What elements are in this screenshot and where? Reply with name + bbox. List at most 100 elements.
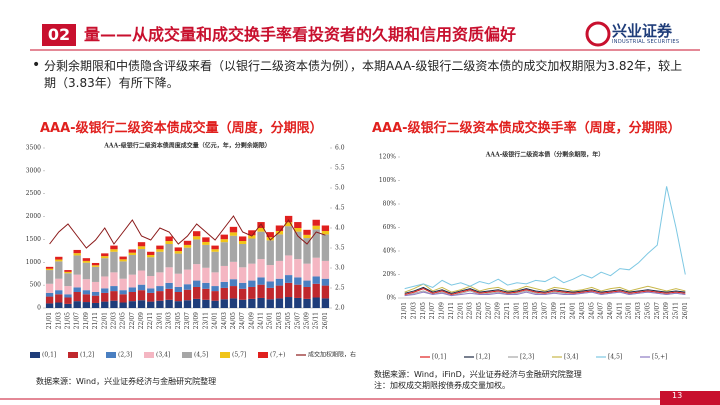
bar-segment	[137, 242, 146, 247]
bar-segment	[202, 237, 210, 242]
bar-segment	[119, 261, 127, 279]
bar-segment	[110, 245, 118, 250]
bar-segment	[183, 269, 192, 285]
bar-segment	[156, 245, 164, 250]
bar-segment	[312, 219, 320, 226]
bar-segment	[82, 279, 91, 291]
bar-segment	[284, 226, 293, 256]
bar-segment	[303, 238, 311, 264]
bar-segment	[248, 235, 256, 239]
legend-label: (0,1]	[42, 352, 56, 359]
bar-segment	[91, 266, 100, 282]
bar-segment	[64, 297, 72, 304]
bar-segment	[55, 256, 63, 260]
bar-segment	[257, 277, 265, 285]
x-tick-label: 25/07	[294, 312, 301, 329]
bar-segment	[82, 260, 91, 263]
x-tick-label: 21/09	[83, 312, 90, 329]
bar-segment	[193, 298, 201, 308]
bar-segment	[312, 229, 320, 258]
bar-segment	[321, 278, 330, 286]
bar-segment	[147, 257, 155, 276]
bar-segment	[275, 230, 284, 235]
bar-segment	[294, 277, 302, 285]
y-tick-label: 3000	[26, 167, 41, 174]
bar-segment	[101, 288, 109, 293]
bar-segment	[45, 283, 54, 293]
note: 注：加权成交期限按债券成交量加权。	[374, 381, 510, 390]
x-tick-label: 24/03	[221, 312, 228, 329]
bar-segment	[45, 270, 54, 284]
bar-segment	[284, 275, 293, 283]
y-tick-label: 500	[30, 282, 42, 289]
x-tick-label: 21/05	[64, 312, 71, 329]
legend-swatch	[258, 352, 268, 358]
bar-segment	[312, 297, 320, 308]
y2-tick-label: 4.0	[335, 225, 345, 232]
bar-segment	[238, 267, 247, 283]
chart-heading: AAA-级银行二级资本债成交换手率（周度，分期限）	[372, 121, 681, 136]
section-number: 02	[42, 24, 76, 46]
bar-segment	[128, 301, 137, 308]
bar-segment	[193, 231, 201, 237]
x-tick-label: 22/07	[485, 302, 492, 319]
bar-segment	[165, 236, 173, 242]
bar-segment	[275, 298, 284, 308]
x-tick-label: 21/11	[92, 312, 99, 329]
bar-segment	[73, 274, 81, 288]
y-tick-label: 2000	[26, 213, 41, 220]
bar-segment	[248, 238, 256, 264]
bar-segment	[220, 242, 228, 266]
bar-segment	[64, 270, 72, 272]
logo-icon	[585, 21, 611, 47]
bar-segment	[101, 258, 109, 277]
bar-segment	[147, 292, 155, 302]
legend-label: [0,1]	[432, 354, 446, 361]
chart-title: AAA-级银行二级资本债周度成交量（亿元，年，分剩余期限）	[103, 142, 270, 150]
x-tick-label: 21/05	[420, 302, 427, 319]
bar-segment	[64, 286, 72, 295]
bar-segment	[137, 270, 146, 285]
y2-tick-label: 2.0	[335, 305, 345, 312]
bar-segment	[73, 255, 81, 275]
bar-segment	[284, 215, 293, 223]
x-tick-label: 21/09	[439, 302, 446, 319]
bar-segment	[73, 292, 81, 302]
bar-segment	[220, 265, 228, 282]
bar-segment	[275, 260, 284, 279]
bar-segment	[284, 222, 293, 227]
bar-segment	[91, 265, 100, 267]
bar-segment	[128, 249, 137, 253]
bar-segment	[257, 259, 265, 278]
bar-segment	[156, 300, 164, 308]
bar-segment	[119, 259, 127, 262]
bar-segment	[229, 226, 238, 233]
y-tick-label: 2500	[26, 190, 41, 197]
bar-segment	[266, 232, 274, 238]
bar-segment	[284, 297, 293, 308]
legend-label: (3,4]	[156, 352, 170, 359]
bar-segment	[220, 234, 228, 240]
legend-label: (1,2]	[80, 352, 94, 359]
bar-segment	[45, 292, 54, 297]
legend-label: [4,5]	[608, 354, 622, 361]
y2-tick-label: 2.5	[335, 285, 345, 292]
bar-segment	[91, 302, 100, 308]
bar-segment	[312, 276, 320, 284]
bar-segment	[174, 301, 182, 308]
x-tick-label: 22/03	[467, 302, 474, 319]
bar-segment	[91, 281, 100, 292]
bar-segment	[257, 284, 265, 298]
bar-segment	[101, 301, 109, 308]
bar-segment	[229, 279, 238, 287]
bar-segment	[45, 266, 54, 269]
bar-segment	[45, 268, 54, 271]
bar-segment	[174, 251, 182, 254]
bar-segment	[183, 247, 192, 270]
x-tick-label: 24/09	[607, 302, 614, 319]
bar-segment	[321, 260, 330, 279]
y-tick-label: 1000	[26, 259, 41, 266]
bar-segment	[211, 251, 219, 273]
bar-segment	[257, 228, 265, 232]
